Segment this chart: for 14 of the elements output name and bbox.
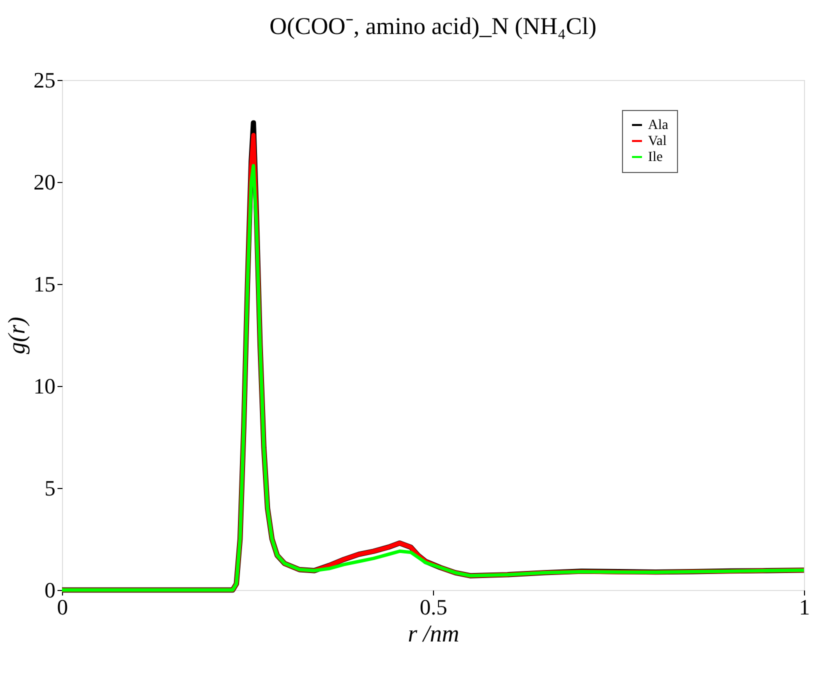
x-tick-label: 0.5 <box>420 594 448 620</box>
y-tick-label: 25 <box>34 68 56 92</box>
y-tick-label: 15 <box>34 272 56 296</box>
y-axis-title: g(r) <box>4 316 30 354</box>
legend-label: Ile <box>648 150 663 165</box>
y-tick-label: 10 <box>34 374 56 398</box>
y-tick-label: 5 <box>44 476 56 500</box>
chart-title: O(COO⁻, amino acid)_N (NH₄Cl) <box>270 14 596 40</box>
y-tick-label: 20 <box>34 170 56 194</box>
legend-label: Ala <box>648 118 669 133</box>
x-axis-title: r /nm <box>408 622 460 648</box>
legend-label: Val <box>648 134 667 149</box>
x-tick-label: 1 <box>799 594 810 620</box>
y-tick-label: 0 <box>44 578 56 602</box>
